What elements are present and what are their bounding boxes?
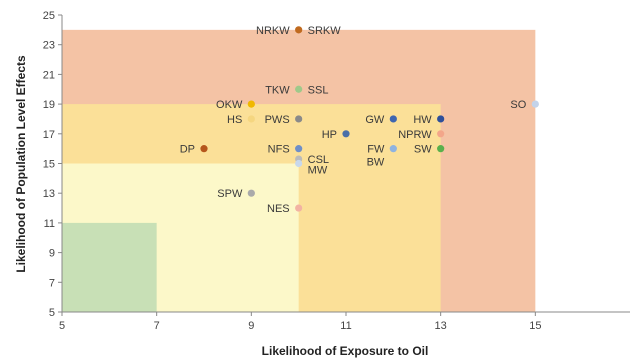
zone-low: [62, 222, 157, 312]
point-hs: [247, 115, 255, 123]
point-pws: [295, 115, 303, 123]
x-tick-label: 15: [529, 320, 541, 332]
point-hw: [437, 115, 445, 123]
x-tick-label: 5: [59, 320, 65, 332]
label-dp: DP: [180, 144, 195, 156]
y-tick-label: 13: [43, 188, 55, 200]
point-hp: [342, 130, 350, 138]
label-gw: GW: [365, 114, 385, 126]
label-csl: CSL: [308, 154, 329, 166]
x-axis-title: Likelihood of Exposure to Oil: [262, 344, 429, 358]
y-tick-label: 21: [43, 69, 55, 81]
label-nrkw: NRKW: [256, 25, 290, 37]
y-tick-label: 17: [43, 129, 55, 141]
label-so: SO: [510, 99, 526, 111]
label-nprw: NPRW: [398, 129, 432, 141]
label-nes: NES: [267, 203, 290, 215]
label-fw: FW: [367, 144, 385, 156]
label-ssl: SSL: [308, 84, 329, 96]
y-tick-label: 7: [49, 277, 55, 289]
label-nfs: NFS: [268, 144, 290, 156]
label-mw: MW: [308, 165, 328, 177]
data-points: [200, 26, 539, 212]
x-tick-label: 11: [340, 320, 351, 332]
y-tick-label: 9: [49, 248, 55, 260]
y-tick-label: 11: [44, 218, 55, 230]
point-nprw: [437, 130, 445, 138]
point-okw: [247, 100, 255, 108]
label-pws: PWS: [265, 114, 290, 126]
axes: 5 7 9 11 13 15 17 19 21 23 25 5 7 9 11 13 15: [43, 10, 630, 332]
label-bw: BW: [367, 157, 385, 169]
point-fw: [389, 145, 397, 153]
risk-zones: [62, 29, 536, 312]
y-tick-label: 25: [43, 10, 55, 22]
label-hw: HW: [413, 114, 432, 126]
point-sw: [437, 145, 445, 153]
y-tick-label: 5: [49, 307, 55, 319]
label-srkw: SRKW: [308, 25, 342, 37]
point-spw: [247, 189, 255, 197]
label-hp: HP: [322, 129, 337, 141]
point-dp: [200, 145, 208, 153]
x-tick-label: 13: [435, 320, 447, 332]
point-mw: [295, 159, 303, 168]
y-tick-label: 15: [43, 159, 55, 171]
point-nfs: [295, 145, 303, 153]
x-tick-label: 9: [248, 320, 254, 332]
point-gw: [389, 115, 397, 123]
y-tick-label: 23: [43, 40, 55, 52]
label-okw: OKW: [216, 99, 243, 111]
y-axis-title: Likelihood of Population Level Effects: [14, 55, 28, 273]
label-spw: SPW: [217, 188, 243, 200]
point-tkw: [295, 85, 303, 93]
x-tick-label: 7: [154, 320, 160, 332]
point-so: [531, 100, 539, 108]
label-hs: HS: [227, 114, 242, 126]
label-tkw: TKW: [265, 84, 290, 96]
y-tick-label: 19: [43, 99, 55, 111]
point-nrkw: [295, 26, 303, 34]
point-nes: [295, 204, 303, 212]
label-sw: SW: [414, 144, 432, 156]
